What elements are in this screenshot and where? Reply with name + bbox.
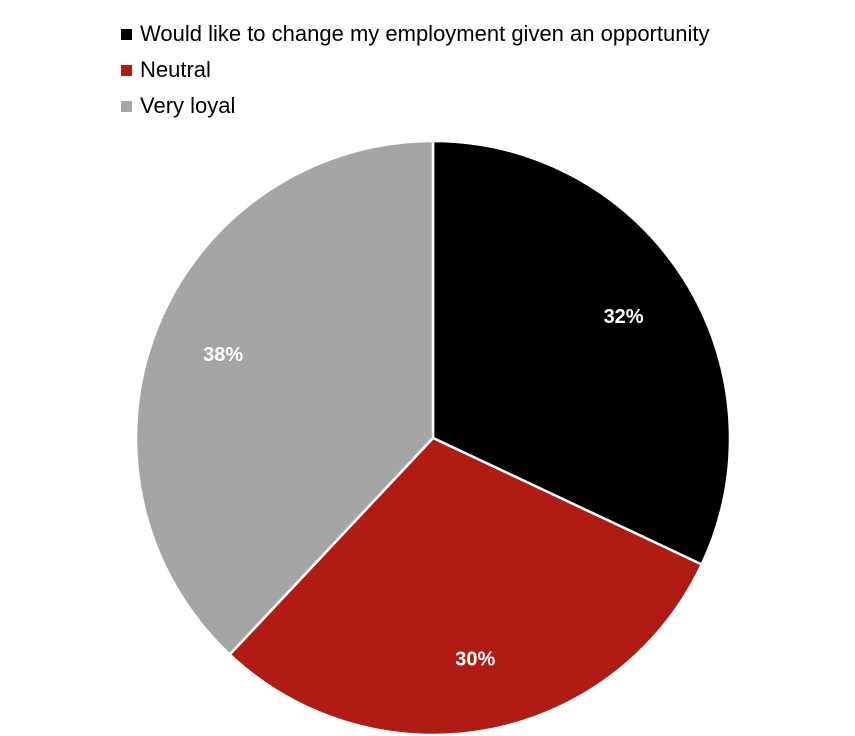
legend-item-neutral: Neutral <box>121 52 709 88</box>
data-label-neutral: 30% <box>455 649 495 671</box>
pie-slice-very-loyal <box>134 139 435 656</box>
legend-label-change-employment: Would like to change my employment given… <box>140 21 710 46</box>
legend-swatch-very-loyal <box>121 100 132 112</box>
pie-slice-neutral <box>228 436 703 736</box>
legend-label-neutral: Neutral <box>140 57 211 82</box>
data-label-very-loyal: 38% <box>203 344 243 366</box>
data-label-change-employment: 32% <box>604 306 644 328</box>
chart-legend: Would like to change my employment given… <box>121 16 709 124</box>
legend-item-change-employment: Would like to change my employment given… <box>121 16 709 52</box>
legend-label-very-loyal: Very loyal <box>140 93 236 118</box>
legend-item-very-loyal: Very loyal <box>121 88 709 124</box>
legend-swatch-neutral <box>121 64 132 76</box>
pie-slice-change-employment <box>431 139 732 566</box>
legend-swatch-change-employment <box>121 28 132 40</box>
